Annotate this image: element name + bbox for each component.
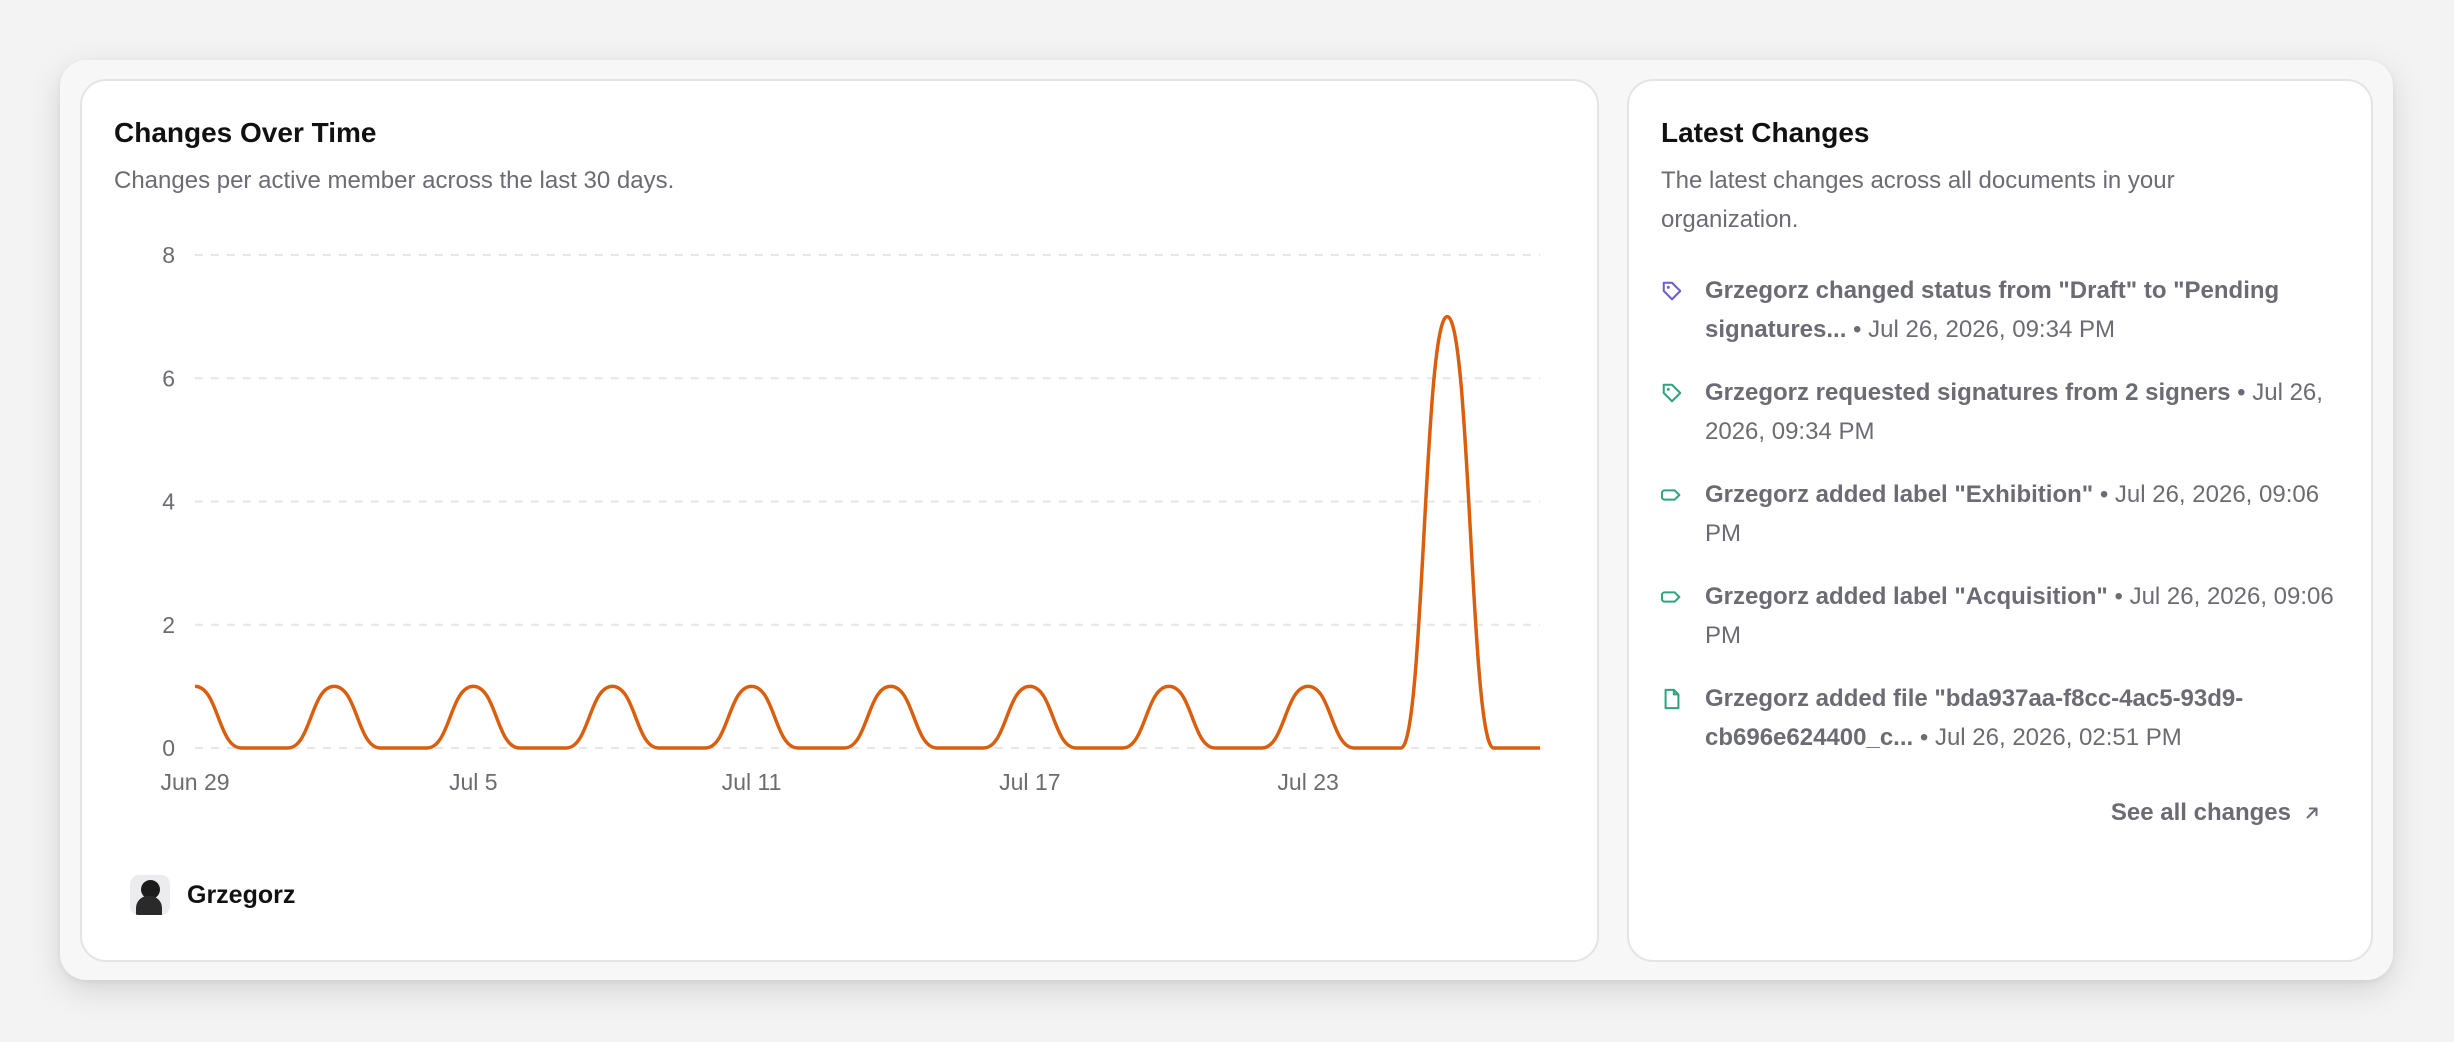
tag-icon: [1661, 373, 1689, 412]
file-icon: [1661, 679, 1689, 718]
change-time: Jul 26, 2026, 02:51 PM: [1934, 724, 2182, 751]
change-time: Jul 26, 2026, 09:34 PM: [1868, 316, 2115, 343]
y-tick-label: 4: [162, 489, 175, 515]
change-item[interactable]: Grzegorz changed status from "Draft" to …: [1661, 271, 2351, 349]
y-tick-label: 8: [162, 242, 175, 268]
x-tick-label: Jul 5: [449, 769, 498, 795]
changes-list: Grzegorz changed status from "Draft" to …: [1661, 271, 2351, 781]
tag-icon: [1661, 271, 1689, 310]
change-item[interactable]: Grzegorz requested signatures from 2 sig…: [1661, 373, 2351, 451]
legend-member-name: Grzegorz: [187, 880, 296, 909]
change-message: Grzegorz added label "Acquisition": [1705, 583, 2108, 610]
label-icon: [1661, 577, 1689, 616]
see-all-label: See all changes: [2110, 799, 2291, 826]
x-tick-label: Jul 17: [999, 769, 1060, 795]
change-time: Jul 26, 2026, 09:06 PM: [1705, 481, 2320, 547]
arrow-up-right-icon: [2306, 807, 2318, 819]
x-tick-label: Jul 11: [722, 769, 782, 795]
feed-title: Latest Changes: [1661, 117, 1870, 148]
chart-legend: Grzegorz: [130, 875, 295, 915]
change-time: Jul 26, 2026, 09:06 PM: [1705, 583, 2334, 649]
y-tick-label: 0: [162, 735, 175, 761]
label-icon: [1661, 475, 1689, 514]
change-item[interactable]: Grzegorz added label "Exhibition" • Jul …: [1661, 475, 2351, 553]
changes-line-chart: 0 2 4 6 8 Jun 29 Jul 5 Jul 11 Jul 17 Jul 23: [160, 242, 1540, 795]
change-item[interactable]: Grzegorz added file "bda937aa-f8cc-4ac5-…: [1661, 679, 2351, 757]
change-message: Grzegorz added label "Exhibition": [1705, 481, 2094, 508]
change-message: Grzegorz changed status from "Draft" to …: [1705, 277, 2280, 343]
changes-over-time-card: Changes Over Time Changes per active mem…: [80, 79, 1599, 962]
change-item[interactable]: Grzegorz added label "Acquisition" • Jul…: [1661, 577, 2351, 655]
latest-changes-card: Latest Changes The latest changes across…: [1627, 79, 2373, 962]
y-tick-label: 2: [162, 612, 175, 638]
see-all-changes-link[interactable]: See all changes: [2111, 799, 2321, 827]
change-message: Grzegorz added file "bda937aa-f8cc-4ac5-…: [1705, 685, 2244, 751]
feed-description: The latest changes across all documents …: [1661, 167, 2175, 233]
series-line-grzegorz: [194, 314, 1540, 750]
y-tick-label: 6: [162, 365, 175, 391]
change-time: Jul 26, 2026, 09:34 PM: [1705, 379, 2323, 445]
chart-title: Changes Over Time: [114, 117, 377, 148]
chart-description: Changes per active member across the las…: [114, 167, 675, 194]
change-message: Grzegorz requested signatures from 2 sig…: [1705, 379, 2231, 406]
x-tick-label: Jul 23: [1277, 769, 1338, 795]
x-tick-label: Jun 29: [160, 769, 229, 795]
avatar: [130, 875, 170, 915]
